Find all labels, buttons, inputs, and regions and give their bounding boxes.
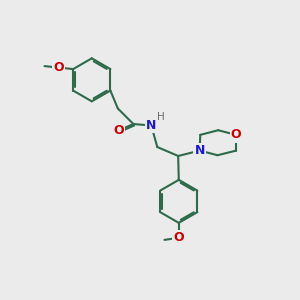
- Text: N: N: [146, 119, 157, 132]
- Text: O: O: [231, 128, 242, 141]
- Text: O: O: [53, 61, 64, 74]
- Text: N: N: [194, 144, 205, 157]
- Text: O: O: [113, 124, 124, 137]
- Text: O: O: [173, 231, 184, 244]
- Text: H: H: [157, 112, 165, 122]
